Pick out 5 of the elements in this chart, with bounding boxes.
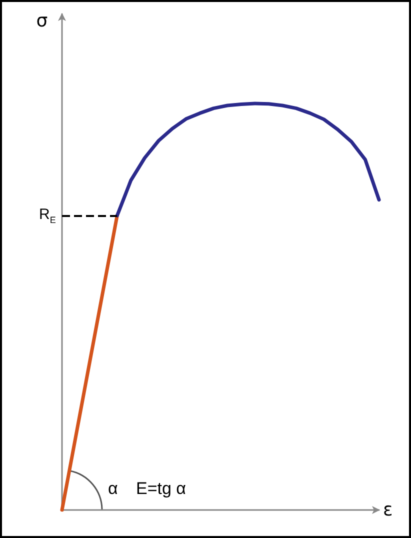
y-axis-title: σ (36, 10, 48, 32)
x-axis-title: ε (383, 500, 393, 520)
annotation: α (108, 479, 118, 498)
ref-line-label: R$_{E}$ (39, 206, 56, 225)
annotation: E=tg α (136, 479, 186, 498)
